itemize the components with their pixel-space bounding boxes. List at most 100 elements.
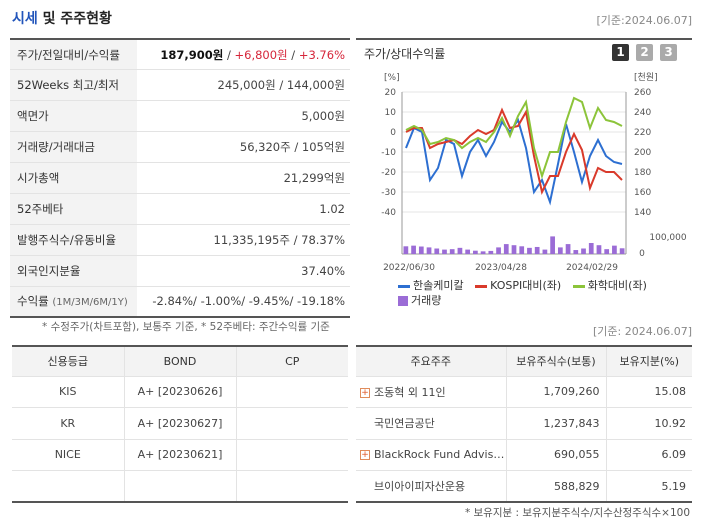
- row-label: 시가총액: [10, 162, 137, 194]
- volume-bar: [411, 245, 416, 254]
- price-row: 거래량/거래대금 56,320주 / 105억원: [10, 131, 350, 163]
- right-tick-label: 200: [634, 148, 651, 158]
- table-row: + BlackRock Fund Advis… 690,055 6.09: [356, 439, 692, 471]
- holders-footnote: * 보유지분 : 보유지분주식수/지수산정주식수×100: [464, 507, 690, 519]
- column-header: CP: [235, 346, 348, 376]
- reference-date: [기준:2024.06.07]: [596, 14, 692, 27]
- volume-bar: [442, 249, 447, 254]
- row-label: 액면가: [10, 100, 137, 132]
- holder-pct: 10.92: [605, 407, 692, 440]
- row-value: 1.02: [319, 201, 345, 216]
- volume-bar: [550, 236, 555, 254]
- series-lines: [405, 96, 623, 206]
- legend-label: 화학대비(좌): [587, 279, 647, 292]
- bond-cell: [123, 470, 236, 503]
- table-row: 국민연금공단 1,237,843 10.92: [356, 407, 692, 440]
- series-line-chemical-relative: [405, 96, 623, 180]
- legend-swatch: [398, 284, 410, 288]
- right-tick-label: 180: [634, 168, 651, 178]
- agency-cell: NICE: [54, 448, 81, 462]
- right-tick-label: 160: [634, 188, 651, 198]
- x-axis-label: 2023/04/28: [475, 263, 527, 273]
- volume-bar: [449, 249, 455, 254]
- volume-bar: [588, 243, 594, 254]
- legend-label: KOSPI대비(좌): [490, 279, 562, 292]
- bond-cell: A+ [20230627]: [123, 407, 236, 440]
- cp-cell: [235, 407, 348, 440]
- legend-swatch: [398, 296, 408, 306]
- left-tick-label: -10: [381, 148, 396, 158]
- price-footnote: * 수정주가(차트포함), 보통주 기준, * 52주베타: 주간수익률 기준: [42, 321, 330, 333]
- x-axis-label: 2024/02/29: [566, 263, 618, 273]
- expand-plus-icon[interactable]: +: [360, 387, 370, 398]
- chart-page-3-button[interactable]: 3: [660, 44, 677, 61]
- chart-page-2-button[interactable]: 2: [636, 44, 653, 61]
- left-tick-label: -40: [381, 208, 396, 218]
- chart-legend-row-1: 한솔케미칼 KOSPI대비(좌) 화학대비(좌): [398, 277, 647, 293]
- left-tick-label: 0: [390, 128, 396, 138]
- price-table: 주가/전일대비/수익률 187,900원 / +6,800원 / +3.76% …: [10, 38, 350, 318]
- chart-title: 주가/상대수익률: [364, 47, 446, 61]
- volume-bar: [604, 249, 610, 254]
- volume-bar: [465, 249, 471, 254]
- volume-bar: [596, 245, 602, 254]
- row-value: 37.40%: [301, 263, 345, 278]
- legend-item-s4: 거래량: [398, 294, 441, 307]
- volume-bar: [418, 246, 424, 254]
- volume-bar: [534, 246, 540, 254]
- volume-bar: [503, 244, 509, 254]
- volume-bar: [565, 244, 571, 254]
- volume-bar: [527, 247, 532, 254]
- price-row: 52Weeks 최고/최저 245,000원 / 144,000원: [10, 69, 350, 101]
- major-holders-table: 주요주주 보유주식수(보통) 보유지분(%) + 조동혁 외 11인 1,709,…: [356, 345, 692, 503]
- holder-name: 브이아이피자산운용: [374, 480, 466, 494]
- right-tick-label: 260: [634, 88, 651, 98]
- holder-pct: 5.19: [605, 470, 692, 503]
- volume-bar: [457, 247, 463, 254]
- return-3m: -1.00%/: [200, 294, 246, 309]
- volume-bar: [496, 247, 501, 254]
- page-title: 시세 및 주주현황: [12, 8, 112, 28]
- legend-swatch: [475, 284, 488, 288]
- series-line-kospi-relative: [405, 107, 623, 195]
- volume-bar: [511, 245, 517, 254]
- left-tick-label: 20: [385, 88, 397, 98]
- volume-bar: [542, 249, 548, 254]
- row-value: 11,335,195주 / 78.37%: [213, 232, 345, 247]
- credit-rating-table: 신용등급 BOND CP KIS A+ [20230626] KR A+ [20…: [12, 345, 348, 503]
- row-value: 5,000원: [301, 109, 345, 124]
- table-row: KR A+ [20230627]: [12, 407, 348, 440]
- volume-bar: [426, 247, 432, 254]
- volume-bar: [403, 246, 409, 254]
- agency-cell: KIS: [59, 385, 77, 399]
- title-accent: 시세: [12, 11, 38, 27]
- price-row: 시가총액 21,299억원: [10, 162, 350, 194]
- legend-swatch: [572, 284, 585, 288]
- price-row: 외국인지분율 37.40%: [10, 255, 350, 287]
- row-label: 발행주식수/유동비율: [10, 224, 137, 256]
- holder-pct: 15.08: [605, 376, 692, 408]
- legend-item-s2: KOSPI대비(좌): [475, 279, 561, 292]
- column-header: 보유지분(%): [605, 346, 692, 376]
- table-row: + 조동혁 외 11인 1,709,260 15.08: [356, 376, 692, 408]
- chart-page-1-button[interactable]: 1: [612, 44, 629, 61]
- agency-cell: [12, 471, 124, 503]
- legend-label: 거래량: [411, 294, 442, 307]
- legend-item-s3: 화학대비(좌): [572, 279, 647, 292]
- expand-plus-icon[interactable]: +: [360, 450, 370, 461]
- x-axis-label: 2022/06/30: [383, 263, 435, 273]
- volume-bar: [488, 250, 494, 254]
- bond-cell: A+ [20230626]: [123, 376, 236, 408]
- column-header: BOND: [123, 346, 236, 376]
- title-rest: 및 주주현황: [37, 11, 112, 27]
- row-label: 외국인지분율: [10, 255, 137, 287]
- left-tick-label: 10: [385, 108, 397, 118]
- right-tick-label: 240: [634, 108, 651, 118]
- table-header-row: 신용등급 BOND CP: [12, 346, 348, 376]
- row-label: 수익률: [17, 294, 49, 309]
- price-chart: [%] [천원] 20 10 0 -10 -20 -30 -40 260 240 220 200 1…: [381, 72, 687, 273]
- column-header: 보유주식수(보통): [505, 346, 606, 376]
- volume-axis-zero: 0: [639, 249, 645, 259]
- volume-bar: [612, 245, 617, 254]
- volume-bars: [403, 236, 625, 254]
